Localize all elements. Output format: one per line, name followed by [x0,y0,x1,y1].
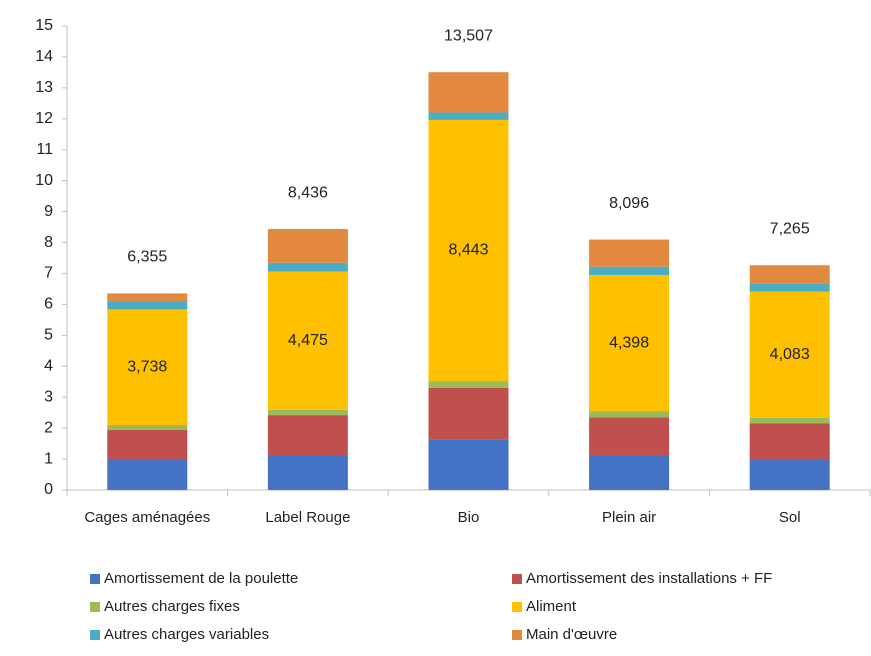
y-tick-label: 8 [44,234,53,251]
bar-segment [107,309,188,426]
y-tick-label: 6 [44,296,53,313]
y-tick-label: 14 [35,48,53,65]
y-tick-label: 4 [44,357,53,374]
bar-segment [267,415,348,456]
data-label: 3,738 [127,358,167,375]
bar-segment [267,409,348,416]
bar-segment [107,459,188,490]
legend-label: Amortissement de la poulette [104,570,298,587]
y-tick-label: 11 [36,141,53,158]
total-label: 8,436 [288,184,328,201]
legend-swatch [90,630,100,640]
bar-segment [749,459,830,490]
bar-segment [428,381,509,388]
bar-segment [107,425,188,430]
bar-segment [749,283,830,292]
bar-segment [589,417,670,456]
bar-segment [428,72,509,113]
bar-segment [589,239,670,267]
total-label: 6,355 [127,249,167,266]
bar-segment [589,411,670,418]
x-tick-label: Label Rouge [265,509,350,526]
x-tick-label: Sol [779,509,801,526]
data-label: 4,475 [288,332,328,349]
y-tick-label: 13 [35,79,53,96]
y-tick-label: 1 [44,450,53,467]
y-tick-label: 7 [44,265,53,282]
bar-segment [589,266,670,276]
legend-label: Autres charges variables [104,626,269,643]
legend-swatch [512,574,522,584]
legend-label: Main d'œuvre [526,626,617,643]
bar-segment [589,455,670,490]
bar-segment [589,275,670,412]
bar-segment [107,293,188,302]
bar-segment [749,265,830,284]
bar-segment [749,291,830,418]
x-tick-label: Cages aménagées [84,509,210,526]
y-tick-label: 15 [35,17,53,34]
y-tick-label: 3 [44,388,53,405]
data-label: 4,398 [609,334,649,351]
bar-segment [267,229,348,263]
y-tick-label: 0 [44,481,53,498]
legend-label: Amortissement des installations + FF [526,570,772,587]
total-label: 7,265 [770,220,810,237]
x-tick-label: Plein air [602,509,656,526]
bar-segment [107,429,188,460]
y-tick-label: 12 [35,110,53,127]
legend-label: Aliment [526,598,577,615]
x-tick-label: Bio [458,509,480,526]
bar-segment [428,387,509,440]
bar-segment [749,423,830,460]
bar-segment [267,271,348,410]
legend-label: Autres charges fixes [104,598,240,615]
total-label: 8,096 [609,195,649,212]
y-tick-label: 9 [44,203,53,220]
y-tick-label: 5 [44,327,53,344]
data-label: 8,443 [448,242,488,259]
legend-swatch [90,602,100,612]
data-label: 4,083 [770,346,810,363]
bar-segment [267,262,348,272]
bar-segment [749,417,830,424]
bar-segment [267,455,348,490]
legend-swatch [512,602,522,612]
legend-swatch [512,630,522,640]
total-label: 13,507 [444,27,493,44]
bar-segment [107,301,188,310]
bar-segment [428,439,509,490]
y-tick-label: 2 [44,419,53,436]
legend-swatch [90,574,100,584]
bar-segment [428,119,509,382]
bar-segment [428,112,509,120]
y-tick-label: 10 [35,172,53,189]
